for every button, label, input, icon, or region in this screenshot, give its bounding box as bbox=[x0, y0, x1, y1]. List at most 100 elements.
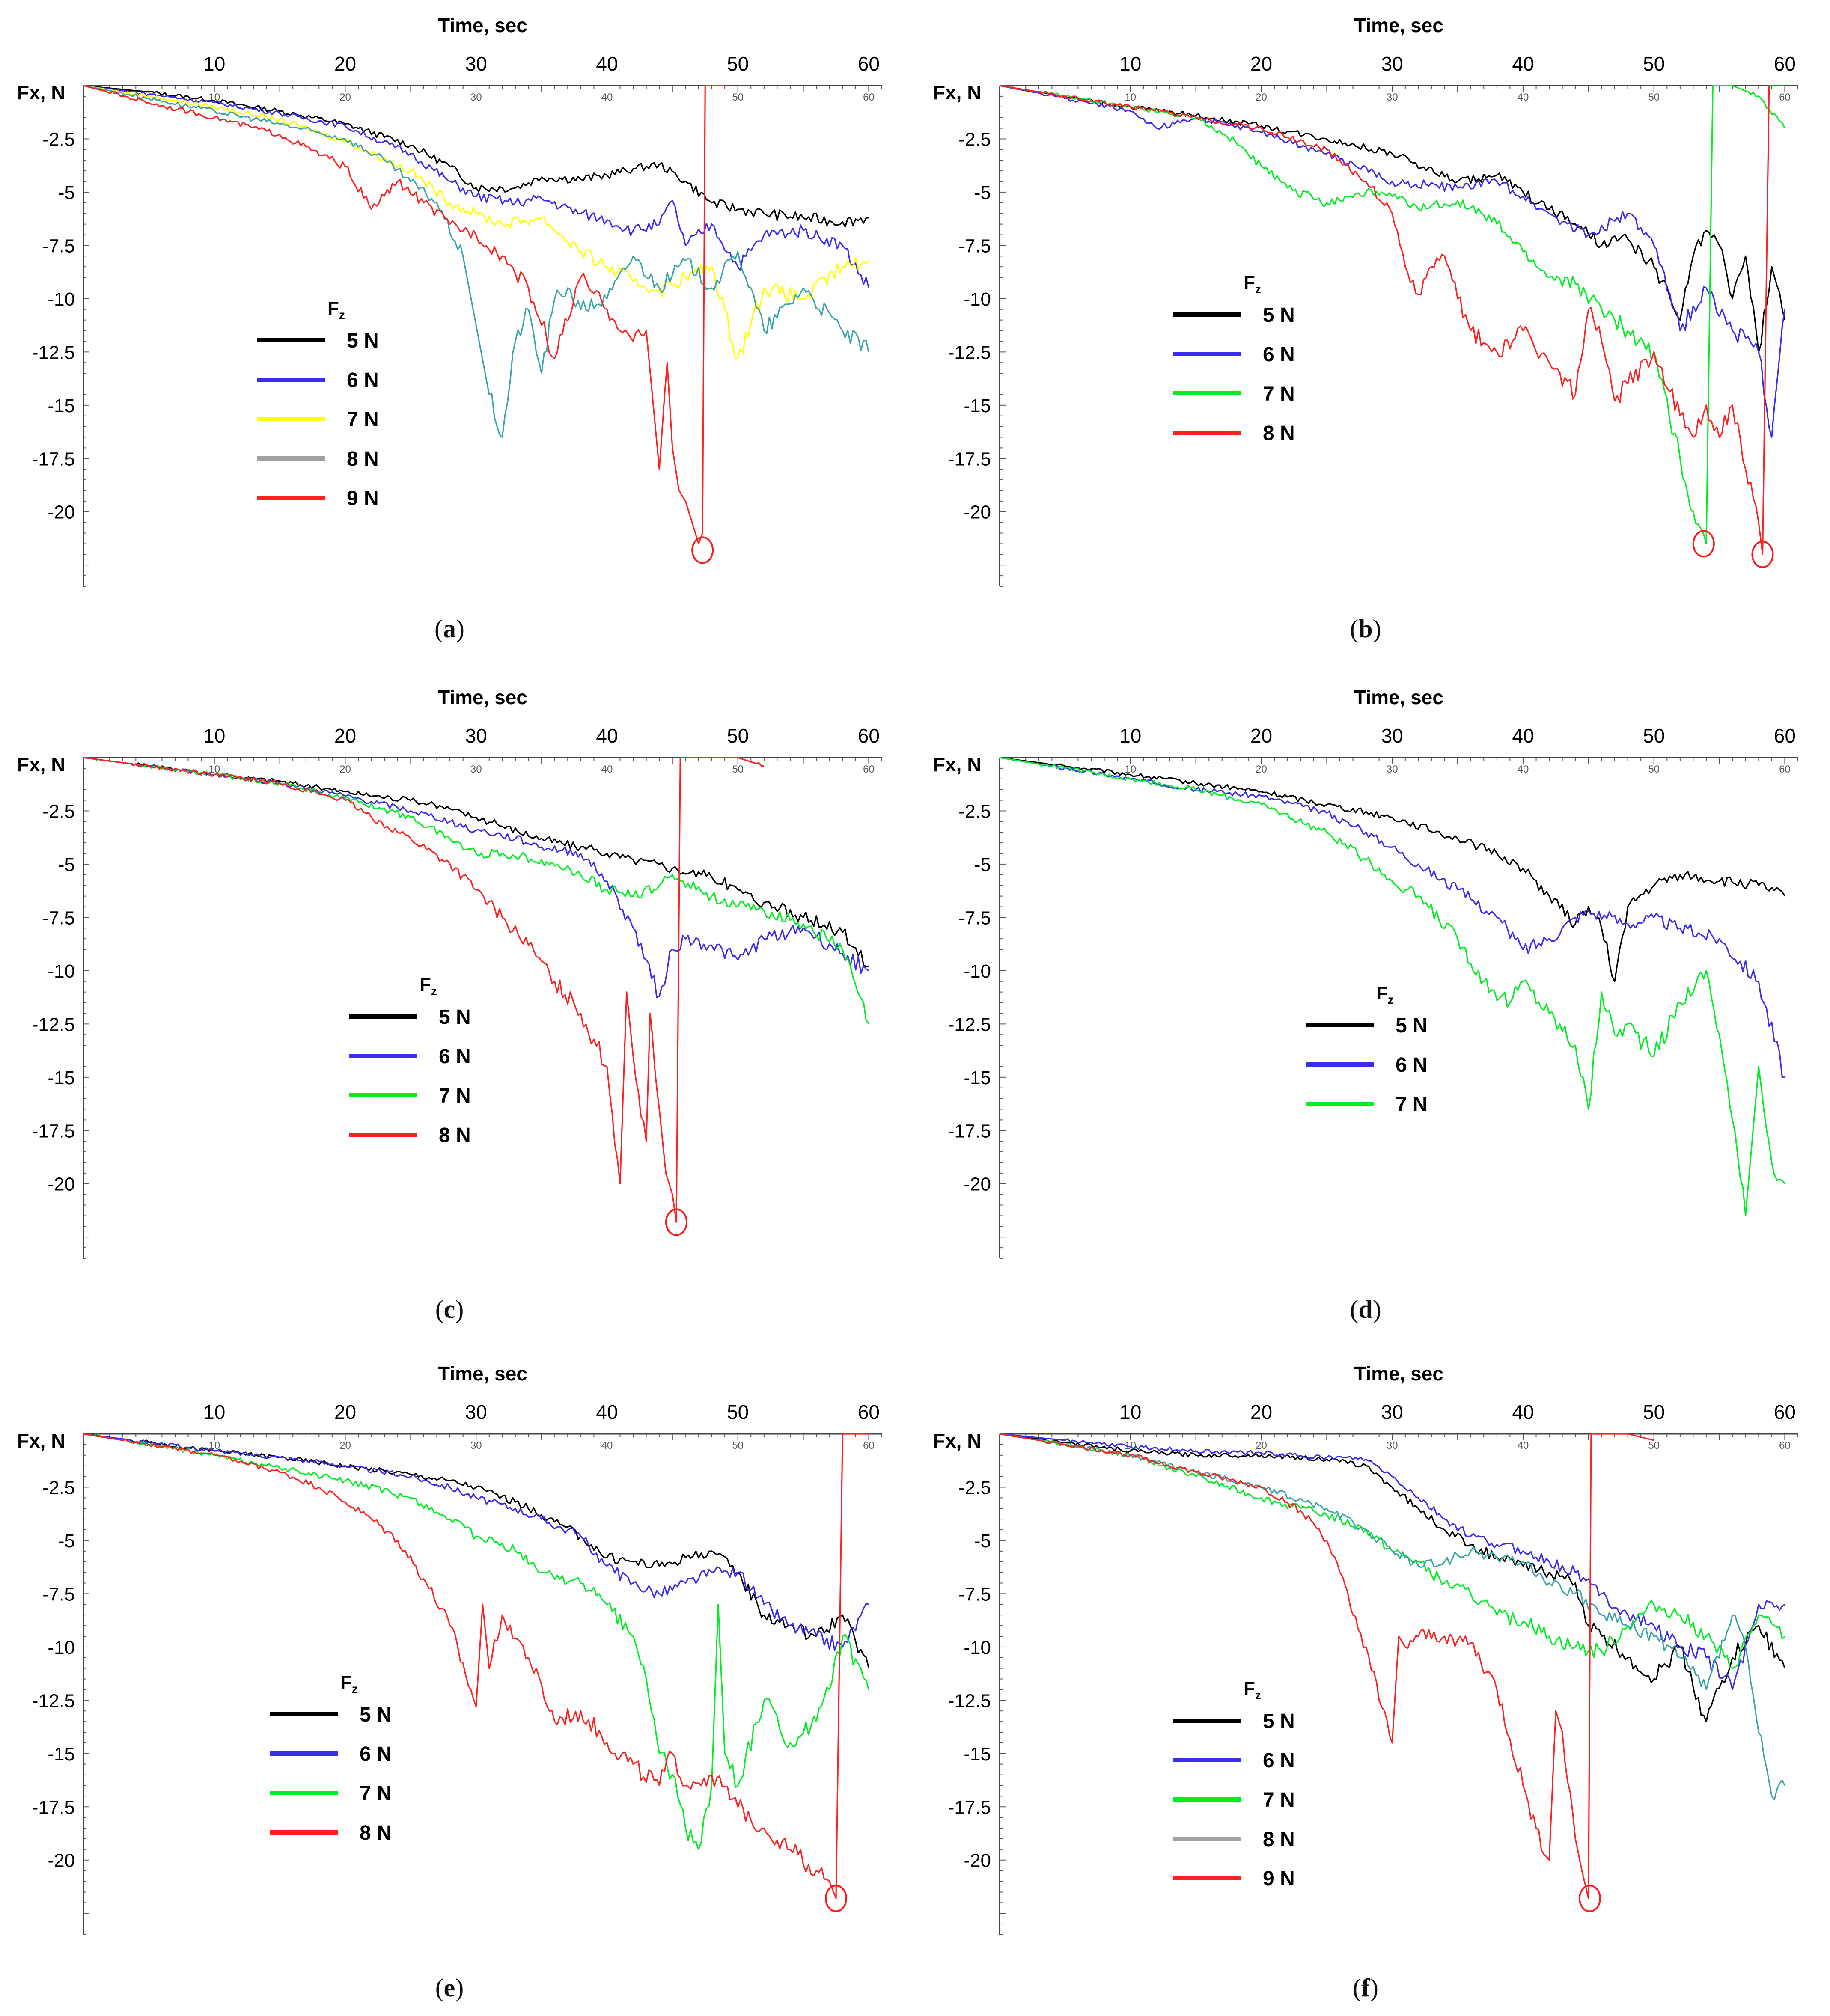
legend-label: 7 N bbox=[360, 1782, 392, 1805]
series-line-8n bbox=[83, 1433, 869, 1900]
y-tick-label: -7.5 bbox=[42, 1584, 75, 1605]
series-line-6n bbox=[999, 1433, 1785, 1691]
y-tick-label: -15 bbox=[48, 395, 75, 416]
x-tick-label: 10 bbox=[1119, 725, 1141, 747]
legend-label: 5 N bbox=[1263, 1710, 1295, 1733]
x-tick-label-minor: 20 bbox=[339, 1440, 351, 1451]
y-tick-label: -12.5 bbox=[948, 1690, 991, 1711]
x-tick-label-minor: 60 bbox=[1779, 1440, 1791, 1451]
legend-label: 6 N bbox=[1396, 1054, 1428, 1076]
y-tick-label: -17.5 bbox=[32, 449, 75, 470]
x-tick-label: 40 bbox=[1512, 1401, 1534, 1423]
x-tick-label-minor: 10 bbox=[208, 764, 220, 775]
legend-label: 6 N bbox=[1263, 343, 1295, 366]
legend-title: Fz bbox=[1244, 272, 1261, 296]
y-tick-label: -2.5 bbox=[958, 1477, 991, 1498]
y-tick-label: -10 bbox=[48, 289, 75, 310]
chart-panel-c: Time, sec Fx, N 10 10 20 20 30 30 40 40 50 50 60 60 -2… bbox=[0, 672, 899, 1340]
x-tick-label-minor: 20 bbox=[339, 92, 351, 103]
y-tick-label: -17.5 bbox=[32, 1797, 75, 1818]
x-tick-label: 60 bbox=[1774, 725, 1796, 747]
y-axis-label: Fx, N bbox=[17, 81, 65, 104]
series-line-5n bbox=[83, 85, 869, 228]
y-tick-label: -17.5 bbox=[948, 1121, 991, 1142]
legend-title: Fz bbox=[327, 298, 345, 321]
legend-label: 9 N bbox=[347, 487, 379, 510]
x-tick-label-minor: 30 bbox=[1387, 1440, 1398, 1451]
x-tick-label: 30 bbox=[1381, 725, 1403, 747]
y-tick-label: -15 bbox=[964, 1067, 991, 1088]
x-tick-label-minor: 50 bbox=[1648, 764, 1660, 775]
failure-marker bbox=[1578, 1885, 1601, 1912]
x-tick-label: 60 bbox=[1774, 53, 1796, 75]
series-line-7n bbox=[83, 1433, 869, 1850]
x-tick-label-minor: 60 bbox=[863, 1440, 875, 1451]
y-tick-label: -2.5 bbox=[958, 129, 991, 150]
x-tick-label: 40 bbox=[596, 53, 618, 75]
legend-label: 7 N bbox=[1396, 1093, 1428, 1116]
y-tick-label: -5 bbox=[974, 1531, 991, 1552]
legend-title: Fz bbox=[340, 1672, 358, 1695]
legend-title-subscript: z bbox=[1255, 282, 1261, 296]
x-tick-label: 30 bbox=[465, 725, 487, 747]
legend-label: 7 N bbox=[1263, 1789, 1295, 1811]
series-line-5n bbox=[999, 1433, 1785, 1722]
chart-panel-d: Time, sec Fx, N 10 10 20 20 30 30 40 40 50 50 60 60 -2… bbox=[916, 672, 1815, 1340]
y-tick-label: -7.5 bbox=[42, 907, 75, 928]
series-line-5n bbox=[999, 85, 1785, 353]
y-tick-label: -7.5 bbox=[42, 235, 75, 256]
y-tick-label: -15 bbox=[964, 395, 991, 416]
series-line-6n bbox=[83, 757, 869, 998]
y-tick-label: -5 bbox=[58, 1531, 75, 1552]
x-tick-label-minor: 40 bbox=[601, 1440, 613, 1451]
series-line-9n bbox=[999, 1433, 1654, 1900]
x-tick-label: 30 bbox=[465, 53, 487, 75]
legend-label: 6 N bbox=[360, 1743, 392, 1766]
legend-label: 6 N bbox=[1263, 1749, 1295, 1772]
x-tick-label: 50 bbox=[727, 53, 749, 75]
x-tick-label-minor: 30 bbox=[1387, 764, 1398, 775]
x-tick-label: 20 bbox=[1250, 725, 1272, 747]
legend-label: 8 N bbox=[1263, 422, 1295, 445]
series-line-6n bbox=[999, 757, 1785, 1078]
series-line-6n bbox=[999, 85, 1785, 438]
x-tick-label-minor: 50 bbox=[732, 1440, 744, 1451]
legend-label: 7 N bbox=[439, 1085, 471, 1107]
x-tick-label: 30 bbox=[1381, 53, 1403, 75]
series-line-8n bbox=[83, 757, 764, 1223]
chart-panel-b: Time, sec Fx, N 10 10 20 20 30 30 40 40 50 50 60 60 -2… bbox=[916, 0, 1815, 668]
y-tick-label: -2.5 bbox=[42, 129, 75, 150]
x-tick-label: 40 bbox=[596, 725, 618, 747]
y-tick-label: -20 bbox=[48, 1174, 75, 1195]
x-tick-label-minor: 50 bbox=[732, 92, 744, 103]
x-tick-label-minor: 50 bbox=[732, 764, 744, 775]
x-tick-label-minor: 20 bbox=[1256, 92, 1267, 103]
legend-label: 8 N bbox=[439, 1124, 471, 1147]
y-axis-label: Fx, N bbox=[933, 753, 981, 776]
legend-label: 5 N bbox=[347, 330, 379, 352]
x-tick-label: 40 bbox=[1512, 53, 1534, 75]
x-axis-label: Time, sec bbox=[438, 14, 527, 36]
series-line-8n bbox=[999, 1433, 1785, 1801]
x-tick-label-minor: 20 bbox=[1256, 764, 1267, 775]
x-tick-label-minor: 10 bbox=[1125, 764, 1136, 775]
legend-label: 5 N bbox=[1263, 304, 1295, 327]
y-tick-label: -7.5 bbox=[958, 907, 991, 928]
x-tick-label: 50 bbox=[1643, 725, 1665, 747]
series-line-7n bbox=[83, 85, 869, 360]
y-tick-label: -2.5 bbox=[958, 801, 991, 822]
failure-marker bbox=[824, 1885, 847, 1912]
x-tick-label: 30 bbox=[1381, 1401, 1403, 1423]
panel-caption: (b) bbox=[1350, 615, 1381, 643]
x-tick-label: 40 bbox=[1512, 725, 1534, 747]
x-tick-label: 60 bbox=[1774, 1401, 1796, 1423]
x-tick-label-minor: 40 bbox=[1518, 764, 1529, 775]
failure-marker bbox=[691, 536, 714, 564]
x-tick-label-minor: 60 bbox=[1779, 92, 1791, 103]
legend-label: 5 N bbox=[439, 1006, 471, 1029]
x-tick-label: 20 bbox=[334, 1401, 356, 1423]
x-tick-label: 50 bbox=[1643, 53, 1665, 75]
